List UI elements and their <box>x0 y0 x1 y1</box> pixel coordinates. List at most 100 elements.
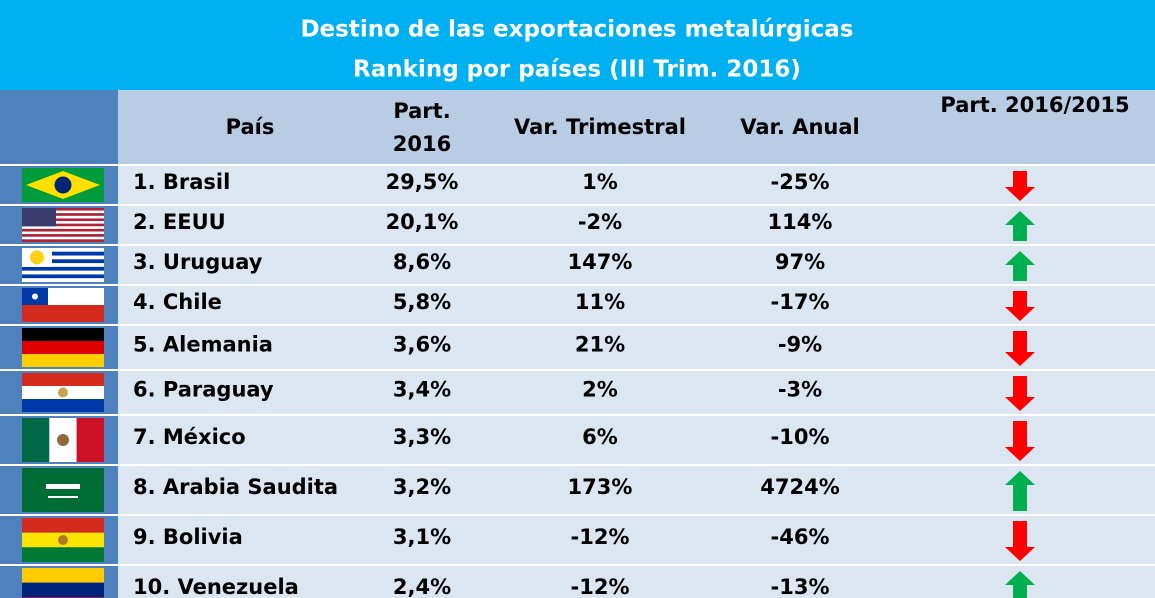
flag-part <box>22 226 104 229</box>
flag-part <box>46 484 80 489</box>
cell: 3,3% <box>393 425 451 449</box>
flag-part <box>22 263 104 267</box>
cell: -17% <box>771 290 830 314</box>
flag-part <box>22 213 104 216</box>
flag-part <box>22 305 104 322</box>
cell: -25% <box>771 170 830 194</box>
flag-part <box>22 373 104 386</box>
flag-part <box>22 231 104 235</box>
flag-part <box>22 468 104 512</box>
flag-part <box>22 399 104 412</box>
column-header: País <box>226 115 275 139</box>
cell: 147% <box>568 250 633 274</box>
column-header: Part. 2016/2015 <box>940 93 1129 117</box>
arrow-down <box>1005 171 1035 201</box>
cell: 173% <box>568 475 633 499</box>
cell: -9% <box>778 333 822 357</box>
flag-part <box>22 234 104 237</box>
flag-part <box>57 434 69 446</box>
cell: -3% <box>778 378 822 402</box>
flag-part <box>22 236 104 240</box>
arrow-down <box>1005 331 1035 366</box>
flag-part <box>22 547 104 562</box>
flag-part <box>22 248 104 252</box>
flag-part <box>22 354 104 367</box>
flag-part <box>30 250 44 265</box>
flag-part <box>22 218 104 222</box>
arrow-up <box>1005 571 1035 598</box>
arrow-down <box>1005 291 1035 321</box>
flag-part <box>22 518 104 533</box>
cell: 3,6% <box>393 333 451 357</box>
flag-part <box>22 210 104 214</box>
cell: 5,8% <box>393 290 451 314</box>
cell: -13% <box>771 575 830 598</box>
cell: 10. Venezuela <box>133 575 299 598</box>
cell: 7. México <box>133 425 246 449</box>
flag-part <box>22 208 104 211</box>
cell: 97% <box>775 250 825 274</box>
cell: 3,1% <box>393 525 451 549</box>
table-body <box>0 90 1155 598</box>
flag-part <box>58 535 68 545</box>
flag-part <box>22 278 104 282</box>
cell: 6. Paraguay <box>133 378 274 402</box>
flag-part <box>22 274 104 279</box>
flag-part <box>22 568 104 583</box>
cell: 1% <box>582 170 618 194</box>
arrow-down <box>1005 521 1035 561</box>
cell: 29,5% <box>386 170 459 194</box>
cell: 8. Arabia Saudita <box>133 475 338 499</box>
flag-part <box>48 496 78 498</box>
flag-part <box>76 418 104 462</box>
cell: 2% <box>582 378 618 402</box>
arrow-up <box>1005 251 1035 281</box>
cell: 114% <box>768 210 833 234</box>
flag-part <box>54 176 72 194</box>
cell: 3. Uruguay <box>133 250 263 274</box>
column-header: Var. Trimestral <box>514 115 686 139</box>
cell: 9. Bolivia <box>133 525 243 549</box>
flag-part <box>22 215 104 219</box>
flag-part <box>22 266 104 271</box>
cell: 21% <box>575 333 625 357</box>
flag-part <box>22 251 104 256</box>
cell: 20,1% <box>386 210 459 234</box>
cell: -2% <box>578 210 622 234</box>
flag-part <box>22 582 104 598</box>
flag-part <box>22 255 104 260</box>
cell: -46% <box>771 525 830 549</box>
cell: 2,4% <box>393 575 451 598</box>
arrow-down <box>1005 421 1035 461</box>
header-row <box>0 90 1155 165</box>
cell: 11% <box>575 290 625 314</box>
flag-part <box>22 341 104 354</box>
title-line: Ranking por países (III Trim. 2016) <box>353 57 801 83</box>
cell: -12% <box>571 525 630 549</box>
title-line: Destino de las exportaciones metalúrgica… <box>300 17 853 43</box>
flag-part <box>58 387 68 398</box>
cell: 3,2% <box>393 475 451 499</box>
column-header: Var. Anual <box>740 115 859 139</box>
flag-part <box>22 223 104 227</box>
cell: 8,6% <box>393 250 451 274</box>
arrow-up <box>1005 211 1035 241</box>
flag-part <box>22 228 104 232</box>
cell: 2. EEUU <box>133 210 226 234</box>
flag-part <box>22 239 104 242</box>
flag-part <box>22 270 104 275</box>
cell: 6% <box>582 425 618 449</box>
flag-part <box>32 293 38 300</box>
flag-part <box>22 259 104 264</box>
cell: 4. Chile <box>133 290 222 314</box>
column-header: 2016 <box>393 132 451 156</box>
cell: 1. Brasil <box>133 170 230 194</box>
flag-part <box>22 221 104 224</box>
cell: -10% <box>771 425 830 449</box>
title-band <box>0 0 1155 90</box>
flag-part <box>22 208 56 227</box>
cell: 3,4% <box>393 378 451 402</box>
arrow-up <box>1005 471 1035 511</box>
cell: -12% <box>571 575 630 598</box>
